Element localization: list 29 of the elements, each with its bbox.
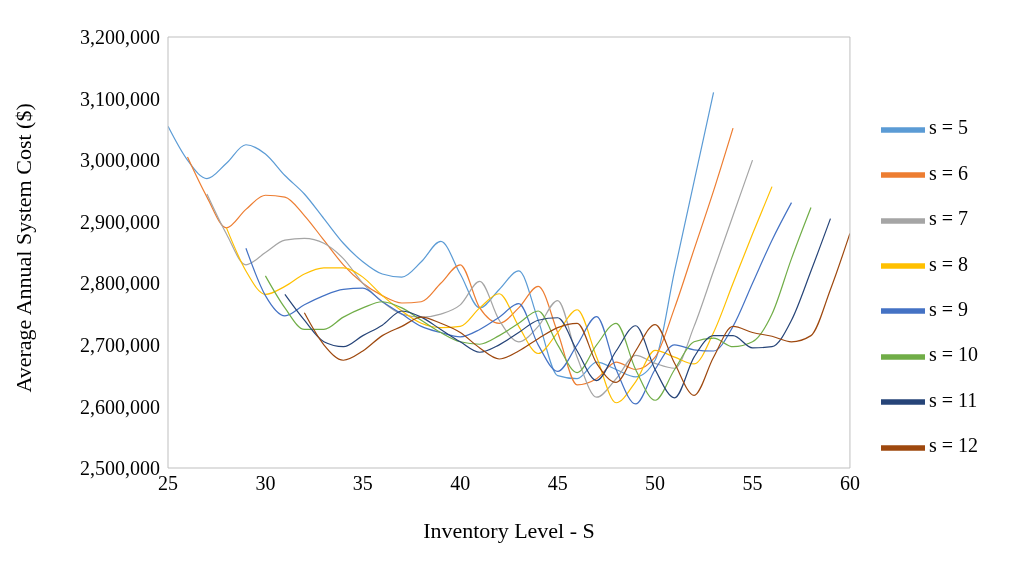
line-series <box>186 127 734 386</box>
y-axis-title: Average Annual System Cost ($) <box>10 103 36 393</box>
legend-label: s = 9 <box>928 298 968 320</box>
y-tick-label: 2,900,000 <box>80 210 160 233</box>
x-tick-label: 60 <box>839 472 860 495</box>
x-tick-label: 30 <box>255 472 276 495</box>
legend-label: s = 10 <box>928 343 978 366</box>
legend-label: s = 11 <box>928 388 978 411</box>
y-tick-label: 3,000,000 <box>80 149 160 172</box>
y-tick-label: 3,100,000 <box>80 87 160 110</box>
x-tick-label: 55 <box>742 472 763 495</box>
x-tick-label: 40 <box>450 472 471 495</box>
y-tick-label: 2,500,000 <box>80 457 160 480</box>
y-tick-label: 2,700,000 <box>80 333 160 356</box>
legend-label: s = 7 <box>928 207 968 230</box>
x-tick-label: 45 <box>547 472 568 495</box>
y-tick-label: 2,600,000 <box>80 395 160 418</box>
x-tick-label: 35 <box>352 472 373 495</box>
legend-label: s = 8 <box>928 252 968 275</box>
x-axis-title: Inventory Level - S <box>423 518 595 543</box>
line-series <box>168 91 715 380</box>
x-tick-label: 50 <box>645 472 666 495</box>
y-tick-label: 2,800,000 <box>80 272 160 295</box>
legend-label: s = 5 <box>928 116 968 139</box>
line-series <box>206 159 754 398</box>
x-tick-label: 25 <box>158 472 178 495</box>
y-tick-label: 3,200,000 <box>80 26 160 49</box>
legend-label: s = 12 <box>928 434 978 457</box>
legend-label: s = 6 <box>928 161 968 184</box>
